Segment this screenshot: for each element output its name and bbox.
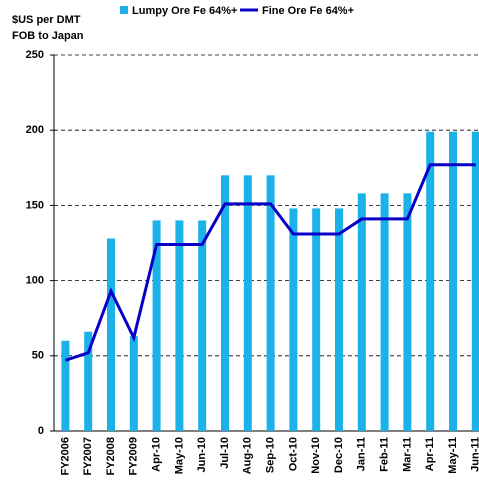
bar bbox=[152, 220, 161, 431]
x-tick-label: Dec-10 bbox=[333, 437, 345, 473]
y-axis-title: $US per DMT bbox=[12, 14, 81, 26]
x-tick-label: Apr-11 bbox=[424, 437, 436, 471]
x-tick-label: FY2008 bbox=[105, 437, 117, 476]
bar bbox=[198, 220, 207, 431]
x-tick-label: FY2009 bbox=[128, 437, 140, 476]
bar bbox=[471, 131, 479, 432]
x-tick-label: May-11 bbox=[447, 437, 459, 474]
bar bbox=[61, 340, 70, 431]
bar bbox=[426, 131, 435, 432]
bar bbox=[175, 220, 184, 431]
bar bbox=[221, 175, 229, 431]
x-tick-label: FY2007 bbox=[82, 437, 94, 476]
bar bbox=[107, 238, 115, 431]
bar bbox=[312, 208, 321, 431]
y-tick-label: 100 bbox=[26, 275, 44, 287]
legend-label: Fine Ore Fe 64%+ bbox=[262, 5, 354, 17]
bar bbox=[357, 193, 366, 431]
x-tick-label: Oct-10 bbox=[287, 437, 299, 471]
x-tick-label: Mar-11 bbox=[401, 437, 413, 472]
bar bbox=[403, 193, 412, 431]
y-tick-label: 200 bbox=[26, 124, 44, 136]
x-tick-label: Nov-10 bbox=[310, 437, 322, 474]
bar bbox=[289, 208, 298, 431]
bar bbox=[335, 208, 343, 431]
x-tick-label: Feb-11 bbox=[379, 437, 391, 472]
y-tick-label: 250 bbox=[26, 49, 44, 61]
bar bbox=[380, 193, 389, 431]
x-tick-label: Aug-10 bbox=[242, 437, 254, 474]
x-tick-label: Jan-11 bbox=[356, 437, 368, 471]
y-tick-label: 150 bbox=[26, 199, 44, 211]
y-tick-label: 50 bbox=[32, 350, 44, 362]
x-tick-label: Jun-11 bbox=[470, 437, 479, 472]
bar bbox=[84, 331, 93, 431]
x-tick-label: Apr-10 bbox=[151, 437, 163, 472]
bar bbox=[243, 175, 252, 431]
x-tick-label: Jul-10 bbox=[219, 437, 231, 469]
x-tick-label: FY2006 bbox=[59, 437, 71, 476]
line bbox=[64, 163, 476, 362]
bar bbox=[266, 175, 275, 431]
x-tick-label: May-10 bbox=[173, 437, 185, 474]
bar bbox=[449, 131, 457, 432]
legend-label: Lumpy Ore Fe 64%+ bbox=[132, 5, 237, 17]
bar bbox=[129, 336, 138, 431]
x-tick-label: Jun-10 bbox=[196, 437, 208, 472]
legend-swatch bbox=[120, 6, 128, 14]
y-axis-title: FOB to Japan bbox=[12, 30, 84, 42]
y-tick-label: 0 bbox=[38, 425, 44, 437]
x-tick-label: Sep-10 bbox=[265, 437, 277, 473]
